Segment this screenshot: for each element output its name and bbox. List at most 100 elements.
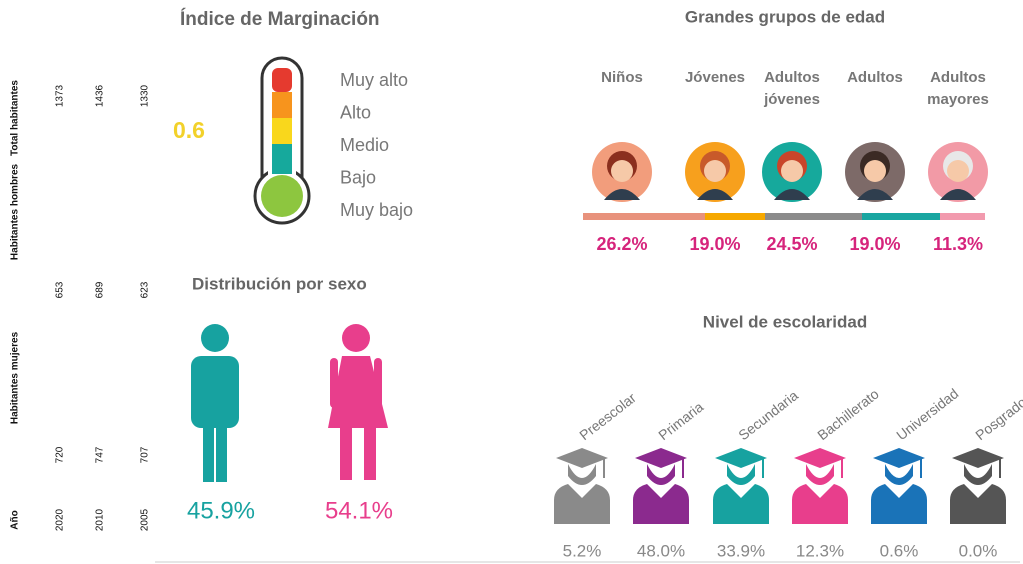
head [342,324,370,352]
section-title: Nivel de escolaridad [703,312,867,331]
section-title: Distribución por sexo [192,274,367,293]
body [191,356,239,428]
graduate-icon [713,448,769,524]
age-bar-segment [705,213,765,220]
school-percent: 12.3% [796,541,844,560]
table-header: Habitantes mujeres [10,331,21,424]
age-icon [592,142,652,202]
school-label: Bachillerato [814,386,882,444]
leg [203,420,214,482]
table-header: Año [10,510,21,529]
school-label: Posgrado [972,394,1023,444]
table-cell: 707 [140,446,151,463]
table-cell: 2010 [95,508,106,531]
shoulders [940,189,976,200]
gown [871,484,927,524]
percent: 45.9% [187,497,255,524]
table-header: Habitantes hombres [10,163,21,260]
school-percent: 33.9% [717,541,765,560]
school-label: Primaria [655,398,706,443]
face [611,160,633,182]
school-percent: 0.6% [880,541,919,560]
age-bar-segment [940,213,985,220]
table-header: Total habitantes [10,80,21,156]
head [806,464,834,485]
table-cell: 720 [55,446,66,463]
age-icon [762,142,822,202]
school-percent: 0.0% [959,541,998,560]
body [328,356,388,480]
cap [556,448,608,468]
age-label: Niños [601,69,643,86]
graduate-icon [871,448,927,524]
age-bar-segment [765,213,862,220]
female-icon [328,324,388,480]
face [864,160,886,182]
age-bar-segment [583,213,705,220]
level-label: Muy alto [340,70,408,90]
head [885,464,913,485]
male-icon [191,324,239,482]
gown [792,484,848,524]
face [704,160,726,182]
age-icon [928,142,988,202]
face [947,160,969,182]
table-cell: 1436 [95,84,106,107]
thermometer [253,56,311,225]
school-percent: 48.0% [637,541,685,560]
head [568,464,596,485]
table-cell: 689 [95,281,106,298]
graduate-icon [554,448,610,524]
age-label: Adultos [764,69,820,86]
head [647,464,675,485]
section-title: Índice de Marginación [180,8,380,30]
age-label: Adultos [847,69,903,86]
school-label: Preescolar [576,389,639,443]
face [781,160,803,182]
table-cell: 2005 [140,508,151,531]
leg [216,420,227,482]
age-label: mayores [927,91,989,108]
table-cell: 623 [140,281,151,298]
age-label: jóvenes [763,91,820,108]
level-label: Muy bajo [340,200,413,220]
shoulders [774,189,810,200]
table-cell: 1373 [55,84,66,107]
graduate-icon [950,448,1006,524]
age-label: Adultos [930,69,986,86]
percent: 54.1% [325,497,393,524]
school-label: Secundaria [735,387,801,443]
table-cell: 747 [95,446,106,463]
level-label: Alto [340,102,371,122]
graduate-icon [633,448,689,524]
level-label: Medio [340,135,389,155]
gown [633,484,689,524]
school-percent: 5.2% [563,541,602,560]
age-percent: 24.5% [766,234,817,254]
cap [715,448,767,468]
age-label: Jóvenes [685,69,745,86]
head [727,464,755,485]
table-cell: 1330 [140,84,151,107]
section-title: Grandes grupos de edad [685,7,885,26]
cap [952,448,1004,468]
age-icon [845,142,905,202]
shoulders [697,189,733,200]
level-label: Bajo [340,167,376,187]
arm [330,358,338,408]
cap [794,448,846,468]
age-bar-segment [862,213,940,220]
cap [635,448,687,468]
arm [374,358,382,408]
age-percent: 19.0% [849,234,900,254]
head [201,324,229,352]
head [964,464,992,485]
age-percent: 26.2% [596,234,647,254]
graduate-icon [792,448,848,524]
gown [713,484,769,524]
shoulders [604,189,640,200]
table-cell: 2020 [55,508,66,531]
age-percent: 11.3% [933,234,983,254]
school-label: Universidad [893,385,961,443]
